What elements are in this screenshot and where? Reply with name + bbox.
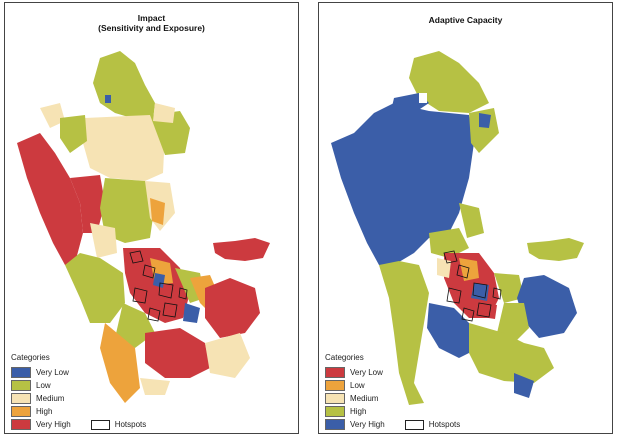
region-urban-verylow-2 (183, 303, 200, 323)
region-island-high (527, 238, 584, 261)
legend-label: Medium (36, 394, 65, 403)
region-southwest-low (65, 253, 125, 323)
legend-item: Very High Hotspots (325, 418, 460, 431)
map-title: Impact (Sensitivity and Exposure) (5, 13, 298, 33)
region-medium-nw (40, 103, 65, 128)
region-mid-high-2 (459, 203, 484, 238)
region-south-medium (205, 333, 250, 378)
region-south-medium-2 (140, 378, 170, 395)
hotspot-swatch (404, 419, 424, 430)
legend-label: Very High (350, 420, 385, 429)
legend-swatch (325, 367, 345, 378)
adaptive-capacity-map-panel: Adaptive Capacity Categories (318, 2, 613, 434)
legend-label: Low (36, 381, 51, 390)
region-south-verylow (482, 303, 497, 319)
legend-item: Medium (11, 392, 146, 405)
legend-item: Low (11, 379, 146, 392)
region-north-verylow (105, 95, 111, 103)
legend-swatch (325, 380, 345, 391)
region-southwest-high (379, 261, 429, 405)
legend-swatch (11, 367, 31, 378)
hotspots-label: Hotspots (428, 420, 461, 429)
region-east-medium-1 (153, 103, 175, 123)
hotspots-label: Hotspots (114, 420, 147, 429)
legend-item: Low (325, 379, 460, 392)
legend-label: Very Low (350, 368, 383, 377)
map-title: Adaptive Capacity (319, 15, 612, 25)
hotspot-cluster (129, 250, 188, 322)
region-north-white (419, 93, 427, 103)
adaptive-capacity-legend: Categories Very Low Low Medium High Very… (325, 353, 460, 431)
hotspots-legend: Hotspots (385, 419, 461, 430)
legend-swatch (11, 380, 31, 391)
region-east-high (497, 303, 529, 343)
legend-swatch (325, 419, 345, 430)
legend-item: Very Low (11, 366, 146, 379)
region-south-high (100, 323, 140, 403)
region-north-high (409, 51, 489, 113)
region-inner-veryhigh (70, 175, 105, 233)
legend-swatch (325, 406, 345, 417)
region-upper-medium (83, 115, 165, 181)
region-south-veryhigh-2 (514, 373, 534, 398)
region-east-low-1 (150, 111, 190, 155)
region-east-veryhigh (205, 278, 260, 338)
region-south-veryhigh (427, 303, 479, 358)
legend-item: High (11, 405, 146, 418)
impact-map (17, 51, 270, 403)
region-urban-verylow-1 (153, 273, 165, 288)
legend-item: Very Low (325, 366, 460, 379)
legend-heading: Categories (325, 353, 364, 362)
legend-label: Low (350, 381, 365, 390)
region-west-veryhigh (331, 103, 474, 265)
hotspot-swatch (90, 419, 110, 430)
impact-map-panel: Impact (Sensitivity and Exposure) (4, 2, 299, 434)
map-title-line1: Adaptive Capacity (428, 15, 503, 25)
region-south-high (469, 323, 554, 383)
region-east-veryhigh-1 (479, 113, 491, 128)
region-high-center (150, 198, 165, 225)
map-title-line1: Impact (137, 13, 166, 23)
region-urban-medium (437, 258, 451, 278)
region-west-veryhigh (17, 133, 83, 265)
legend-swatch (11, 419, 31, 430)
region-low-nw (60, 115, 87, 153)
region-south-veryhigh (145, 328, 210, 378)
region-center-low (100, 178, 155, 243)
legend-label: High (350, 407, 367, 416)
legend-label: Medium (350, 394, 379, 403)
legend-item: Very High Hotspots (11, 418, 146, 431)
legend-item: High (325, 405, 460, 418)
region-island-veryhigh (213, 238, 270, 261)
legend-swatch (325, 393, 345, 404)
legend-item: Medium (325, 392, 460, 405)
region-medium-mid (90, 223, 117, 258)
region-east-high-1 (469, 108, 499, 153)
region-urban-high (494, 273, 524, 303)
legend-heading: Categories (11, 353, 50, 362)
impact-legend: Categories Very Low Low Medium High Very… (11, 353, 146, 431)
region-north-low (93, 51, 155, 121)
legend-label: Very High (36, 420, 71, 429)
hotspot-cluster (443, 250, 502, 322)
legend-swatch (11, 393, 31, 404)
legend-label: Very Low (36, 368, 69, 377)
region-east-veryhigh (517, 275, 577, 338)
region-urban-veryhigh (471, 283, 489, 301)
map-title-line2: (Sensitivity and Exposure) (98, 23, 205, 33)
legend-label: High (36, 407, 53, 416)
adaptive-capacity-map (331, 51, 584, 405)
region-mid-high (429, 228, 469, 258)
legend-swatch (11, 406, 31, 417)
hotspots-legend: Hotspots (71, 419, 147, 430)
